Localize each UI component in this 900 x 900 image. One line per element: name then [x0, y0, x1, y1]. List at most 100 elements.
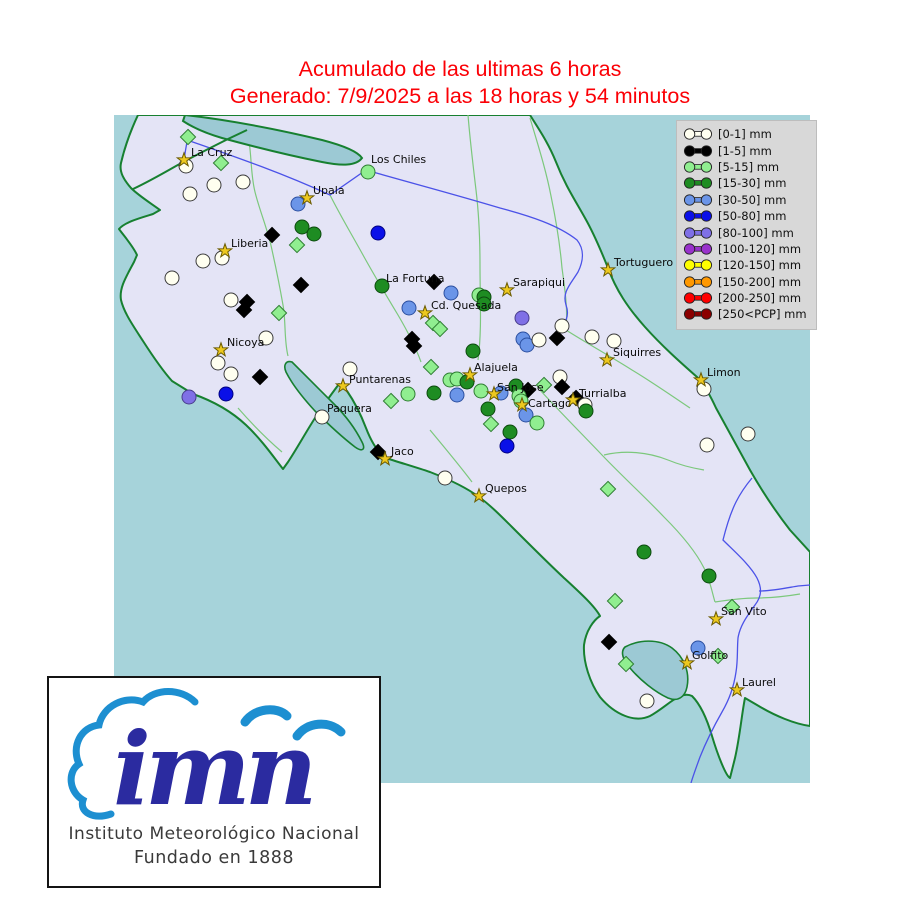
precipitation-legend: [0-1] mm [1-5] mm [5-15] mm [15-30] mm [30-5…: [676, 120, 817, 330]
legend-marker-icon: [683, 177, 713, 190]
station-marker: [740, 426, 756, 442]
station-marker: [306, 226, 322, 242]
city-label: Liberia: [231, 237, 268, 250]
station-marker: [235, 174, 251, 190]
station-marker: [195, 253, 211, 269]
city-label: San Jose: [497, 381, 544, 394]
legend-item-label: [30-50] mm: [718, 192, 787, 207]
legend-marker-icon: [683, 308, 713, 321]
gulf-of-nicoya: [284, 360, 365, 451]
city-label: Turrialba: [578, 387, 626, 400]
legend-item: [1-5] mm: [683, 142, 807, 158]
station-marker: [294, 219, 310, 235]
imn-logo: imn Instituto Meteorológico Nacional Fun…: [47, 676, 381, 888]
lake-nicaragua: [181, 113, 364, 166]
legend-item: [200-250] mm: [683, 290, 807, 306]
station-marker: [431, 320, 449, 338]
station-marker: [531, 332, 547, 348]
station-marker: [314, 409, 330, 425]
city-star: [216, 242, 234, 259]
city-star: [599, 261, 617, 278]
station-marker: [701, 568, 717, 584]
legend-item: [150-200] mm: [683, 274, 807, 290]
city-label: Siquirres: [613, 346, 661, 359]
city-star: [564, 391, 582, 408]
city-label: Sarapiqui: [513, 276, 565, 289]
legend-item-label: [50-80] mm: [718, 209, 787, 224]
legend-item: [0-1] mm: [683, 126, 807, 142]
city-star: [707, 610, 725, 627]
nicaragua-border: [132, 129, 248, 190]
station-marker: [636, 544, 652, 560]
legend-marker-icon: [683, 128, 713, 140]
station-marker: [723, 598, 741, 616]
legend-item: [50-80] mm: [683, 208, 807, 224]
title-line2: Generado: 7/9/2025 a las 18 horas y 54 m…: [229, 84, 691, 108]
city-label: Cartago: [528, 397, 572, 410]
legend-item-label: [1-5] mm: [718, 143, 772, 158]
station-marker: [476, 296, 492, 312]
city-label: Quepos: [485, 482, 527, 495]
city-star: [416, 304, 434, 321]
station-marker: [405, 337, 423, 355]
legend-item-label: [0-1] mm: [718, 127, 772, 142]
legend-item-label: [120-150] mm: [718, 258, 802, 273]
legend-item-label: [250<PCP] mm: [718, 307, 807, 322]
station-marker: [369, 443, 387, 461]
city-star: [470, 487, 488, 504]
station-marker: [223, 366, 239, 382]
station-marker: [617, 655, 635, 673]
station-marker: [400, 386, 416, 402]
station-marker: [290, 196, 306, 212]
city-star: [485, 385, 503, 402]
city-star: [212, 341, 230, 358]
station-marker: [206, 177, 222, 193]
city-label: Laurel: [742, 676, 776, 689]
legend-item: [250<PCP] mm: [683, 306, 807, 322]
station-marker: [482, 415, 500, 433]
station-marker: [548, 329, 566, 347]
station-marker: [554, 318, 570, 334]
city-star: [498, 281, 516, 298]
map-title: Acumulado de las ultimas 6 horas Generad…: [0, 56, 900, 110]
station-marker: [514, 310, 530, 326]
city-star: [678, 654, 696, 671]
station-marker: [449, 387, 465, 403]
legend-marker-icon: [683, 276, 713, 288]
cities-layer: La Cruz Los Chiles Upala Liberia La Fortuna S…: [175, 146, 776, 698]
city-star: [692, 371, 710, 388]
station-marker: [584, 329, 600, 345]
city-label: Nicoya: [227, 336, 264, 349]
city-star: [334, 377, 352, 394]
station-marker: [529, 415, 545, 431]
imn-acronym: imn: [113, 710, 312, 822]
station-marker: [422, 358, 440, 376]
station-marker: [599, 480, 617, 498]
legend-marker-icon: [683, 226, 713, 239]
station-marker: [518, 407, 534, 423]
city-label: Upala: [313, 184, 345, 197]
legend-marker-icon: [683, 243, 713, 255]
station-marker: [499, 438, 515, 454]
city-star: [728, 681, 746, 698]
city-label: La Cruz: [191, 146, 233, 159]
station-marker: [288, 236, 306, 254]
station-marker: [600, 633, 618, 651]
station-marker: [382, 392, 400, 410]
city-label: Tortuguero: [613, 256, 673, 269]
city-star: [298, 189, 316, 206]
station-marker: [235, 301, 253, 319]
station-marker: [212, 154, 230, 172]
legend-item-label: [200-250] mm: [718, 291, 802, 306]
station-marker: [360, 164, 376, 180]
city-star: [513, 396, 531, 413]
station-marker: [182, 186, 198, 202]
station-marker: [370, 225, 386, 241]
legend-item: [30-50] mm: [683, 192, 807, 208]
city-label: Golfito: [692, 649, 729, 662]
city-label: Paquera: [327, 402, 372, 415]
station-marker: [639, 693, 655, 709]
city-star: [461, 366, 479, 383]
city-label: Limon: [707, 366, 741, 379]
logo-institute-name: Instituto Meteorológico Nacional: [68, 824, 360, 844]
